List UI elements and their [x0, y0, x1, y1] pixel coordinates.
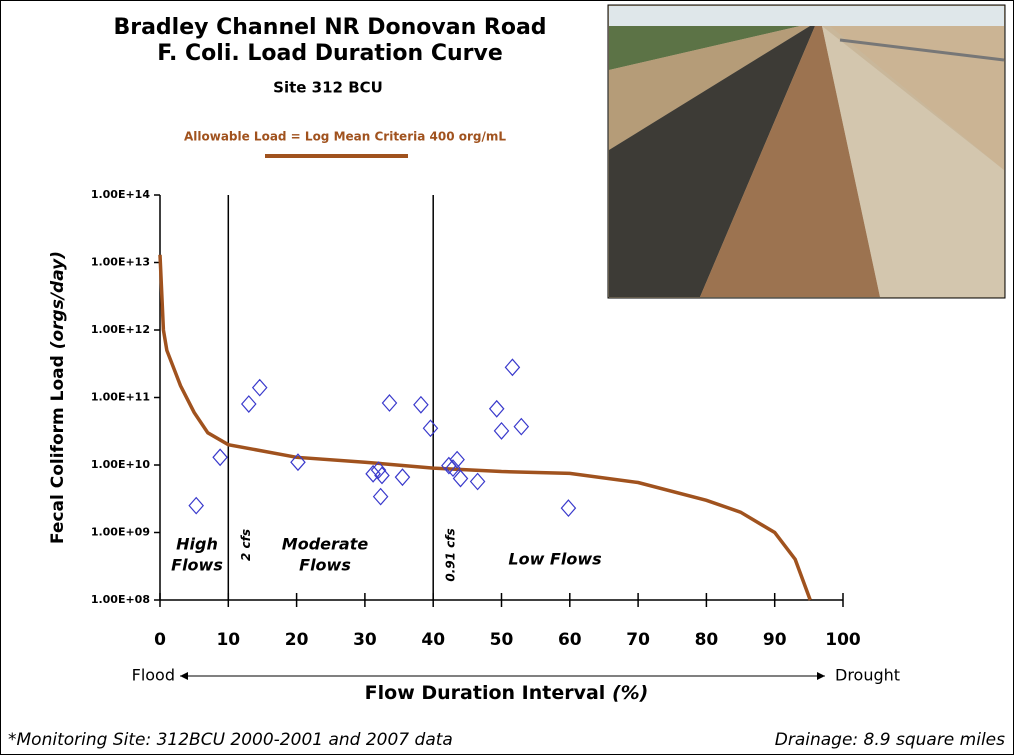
x-axis-title-unit: (%): [612, 682, 648, 704]
sample-point: [452, 469, 469, 488]
chart-title: Bradley Channel NR Donovan Road: [113, 15, 546, 40]
sample-point: [212, 448, 228, 467]
x-tick-label: 0: [154, 630, 166, 650]
sample-point: [372, 487, 389, 506]
sample-point: [445, 459, 461, 478]
legend-label: Allowable Load = Log Mean Criteria 400 o…: [184, 130, 506, 144]
subtitle: Site 312 BCU: [273, 79, 383, 97]
x-tick-label: 90: [763, 630, 787, 650]
x-axis-title-text: Flow Duration Interval: [365, 682, 606, 704]
region-label: Flows: [171, 556, 223, 575]
sample-point: [240, 395, 257, 413]
y-tick-label: 1.00E+12: [91, 323, 150, 336]
footer-right: Drainage: 8.9 square miles: [775, 730, 1005, 750]
sample-point: [374, 466, 390, 485]
sample-point: [560, 499, 577, 517]
sample-point: [513, 417, 530, 436]
chart-title: F. Coli. Load Duration Curve: [157, 41, 503, 66]
x-tick-label: 20: [285, 630, 309, 650]
sample-point: [422, 419, 439, 438]
x-tick-label: 50: [490, 630, 514, 650]
load-curve: [158, 254, 812, 601]
y-tick-label: 1.00E+13: [91, 256, 150, 269]
sample-point: [488, 399, 505, 418]
sample-point: [188, 496, 204, 515]
sample-point: [469, 472, 486, 491]
flood-label: Flood: [132, 666, 175, 685]
sample-point: [381, 394, 398, 412]
sample-point: [251, 378, 268, 397]
y-tick-label: 1.00E+09: [91, 526, 150, 539]
sample-point: [449, 450, 465, 469]
region-label: High: [176, 535, 218, 554]
sample-point: [413, 395, 429, 414]
sample-point: [493, 421, 510, 440]
x-tick-label: 70: [626, 630, 650, 650]
drought-label: Drought: [835, 666, 900, 685]
x-tick-label: 100: [825, 630, 861, 650]
x-tick-label: 40: [421, 630, 445, 650]
sample-point: [504, 358, 521, 377]
sample-point: [365, 464, 381, 483]
y-axis-title-unit: (orgs/day): [48, 251, 68, 349]
y-axis-title-text: Fecal Coliform Load: [48, 355, 68, 544]
x-tick-label: 80: [695, 630, 719, 650]
sample-point: [290, 453, 306, 472]
sample-point: [394, 468, 411, 487]
x-tick-label: 10: [216, 630, 240, 650]
region-label: Low Flows: [508, 550, 601, 569]
y-tick-label: 1.00E+11: [91, 391, 150, 404]
y-axis-title: Fecal Coliform Load (orgs/day): [48, 251, 68, 544]
x-tick-label: 30: [353, 630, 377, 650]
flow-divider-label: 0.91 cfs: [444, 528, 458, 581]
photo: [607, 4, 1006, 299]
region-label: Moderate: [282, 535, 369, 554]
x-tick-label: 60: [558, 630, 582, 650]
flow-divider-label: 2 cfs: [239, 529, 253, 561]
sample-point: [370, 461, 387, 480]
footer-left: *Monitoring Site: 312BCU 2000-2001 and 2…: [8, 730, 453, 750]
region-label: Flows: [299, 556, 351, 575]
y-tick-label: 1.00E+10: [91, 458, 151, 471]
y-tick-label: 1.00E+14: [91, 188, 151, 201]
x-axis-title: Flow Duration Interval (%): [365, 682, 649, 704]
y-tick-label: 1.00E+08: [91, 593, 150, 606]
